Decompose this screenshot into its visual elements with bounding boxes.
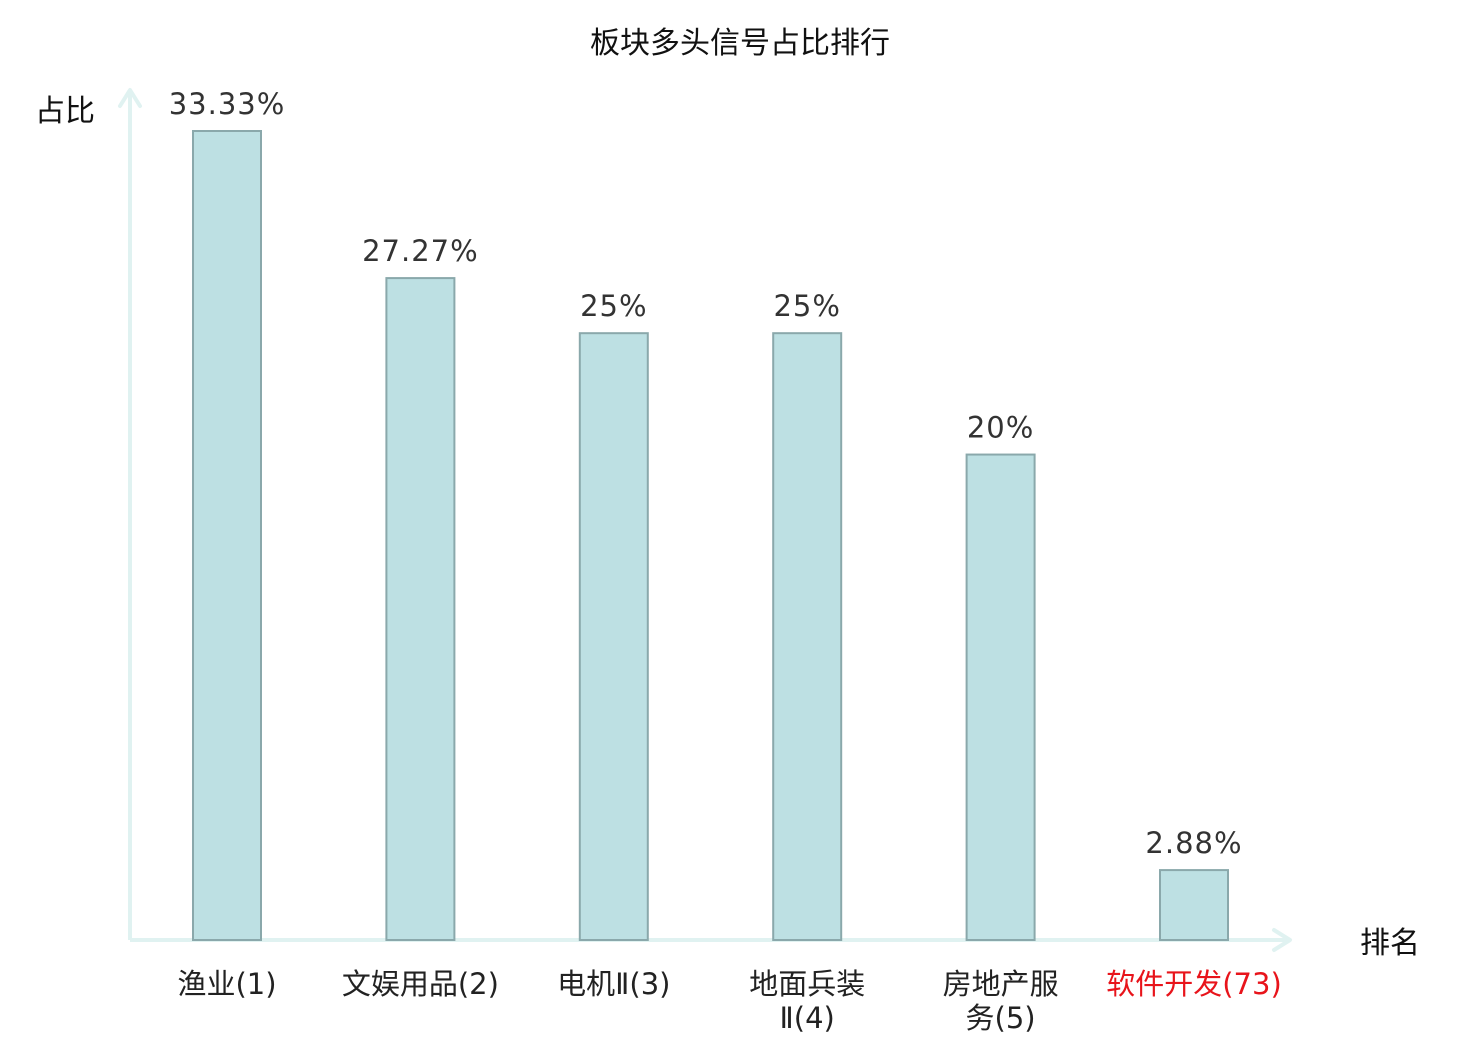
value-labels: 33.33% 27.27% 25% 25% 20% 2.88% bbox=[169, 87, 1242, 860]
bar bbox=[578, 332, 649, 941]
value-label: 27.27% bbox=[362, 234, 479, 268]
x-axis-title: 排名 bbox=[1360, 926, 1420, 961]
category-label-line: Ⅱ(4) bbox=[780, 1001, 835, 1035]
axes bbox=[118, 88, 1292, 952]
category-label: 电机Ⅱ(3) bbox=[557, 967, 670, 1001]
y-axis-title: 占比 bbox=[35, 94, 95, 129]
category-label-line: 务(5) bbox=[966, 1001, 1036, 1035]
bar bbox=[772, 332, 843, 941]
category-label-line: 电机Ⅱ(3) bbox=[557, 967, 670, 1001]
category-labels: 渔业(1) 文娱用品(2) 电机Ⅱ(3) 地面兵装 Ⅱ(4) 房地产服务(5) 软件开发(7… bbox=[177, 967, 1281, 1035]
category-label-line: 房地产服 bbox=[943, 967, 1059, 1001]
bar bbox=[965, 453, 1036, 941]
value-label: 33.33% bbox=[169, 87, 286, 121]
value-label: 2.88% bbox=[1145, 826, 1242, 860]
value-label: 25% bbox=[773, 289, 840, 323]
category-label: 软件开发(73) bbox=[1106, 967, 1282, 1001]
category-label-line: 地面兵装 bbox=[749, 967, 865, 1001]
category-label: 房地产服务(5) bbox=[943, 967, 1059, 1035]
bars bbox=[192, 130, 1229, 942]
bar bbox=[1159, 869, 1229, 941]
y-axis-arrow bbox=[118, 88, 142, 108]
value-label: 25% bbox=[580, 289, 647, 323]
category-label-line: 文娱用品(2) bbox=[342, 967, 499, 1001]
category-label-line: 渔业(1) bbox=[177, 967, 276, 1001]
category-label: 地面兵装 Ⅱ(4) bbox=[749, 967, 865, 1035]
category-label: 渔业(1) bbox=[177, 967, 276, 1001]
chart-title: 板块多头信号占比排行 bbox=[590, 26, 890, 61]
bar bbox=[385, 277, 456, 942]
value-label: 20% bbox=[967, 411, 1034, 445]
x-axis-arrow bbox=[1272, 928, 1292, 952]
category-label: 文娱用品(2) bbox=[342, 967, 499, 1001]
category-label-line: 软件开发(73) bbox=[1106, 967, 1282, 1001]
bar bbox=[192, 130, 262, 941]
